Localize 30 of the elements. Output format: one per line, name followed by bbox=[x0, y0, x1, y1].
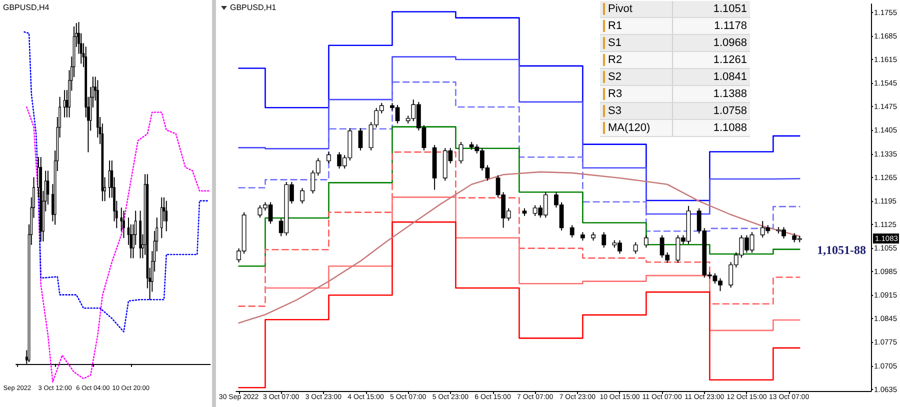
chart-title: GBPUSD,H4 bbox=[3, 3, 50, 12]
annotation: Pivot bbox=[608, 2, 632, 15]
candlestick bbox=[326, 152, 331, 164]
candlestick bbox=[358, 128, 363, 151]
annotation: 1.0758 bbox=[672, 102, 750, 120]
annotation: S3 bbox=[608, 104, 622, 117]
annotation: 1.1178 bbox=[672, 18, 750, 34]
candlestick bbox=[300, 188, 304, 204]
candlestick bbox=[165, 200, 168, 232]
candlestick bbox=[602, 232, 606, 248]
annotation: 1.1261 bbox=[672, 52, 750, 68]
candlestick bbox=[160, 196, 163, 239]
candlestick bbox=[122, 210, 125, 239]
annotation: 1.1388 bbox=[672, 86, 750, 102]
line-series bbox=[238, 171, 800, 324]
annotation: 1.1088 bbox=[672, 120, 750, 136]
annotation: 1.0841 bbox=[672, 68, 750, 86]
annotation: S2 bbox=[608, 70, 622, 83]
chart-title: GBPUSD,H1 bbox=[230, 3, 276, 12]
annotation: 1,1051-88 bbox=[817, 243, 866, 258]
annotation: R2 bbox=[608, 54, 622, 66]
annotation: R1 bbox=[608, 20, 622, 32]
annotation: MA(120) bbox=[608, 122, 650, 134]
annotation: R3 bbox=[608, 88, 622, 100]
annotation: S1 bbox=[608, 36, 622, 49]
candlestick bbox=[570, 224, 574, 238]
annotation: 1.1051 bbox=[672, 1, 750, 18]
annotation: 1.0968 bbox=[672, 34, 750, 52]
candlestick bbox=[633, 242, 638, 254]
candlestick bbox=[644, 234, 648, 248]
